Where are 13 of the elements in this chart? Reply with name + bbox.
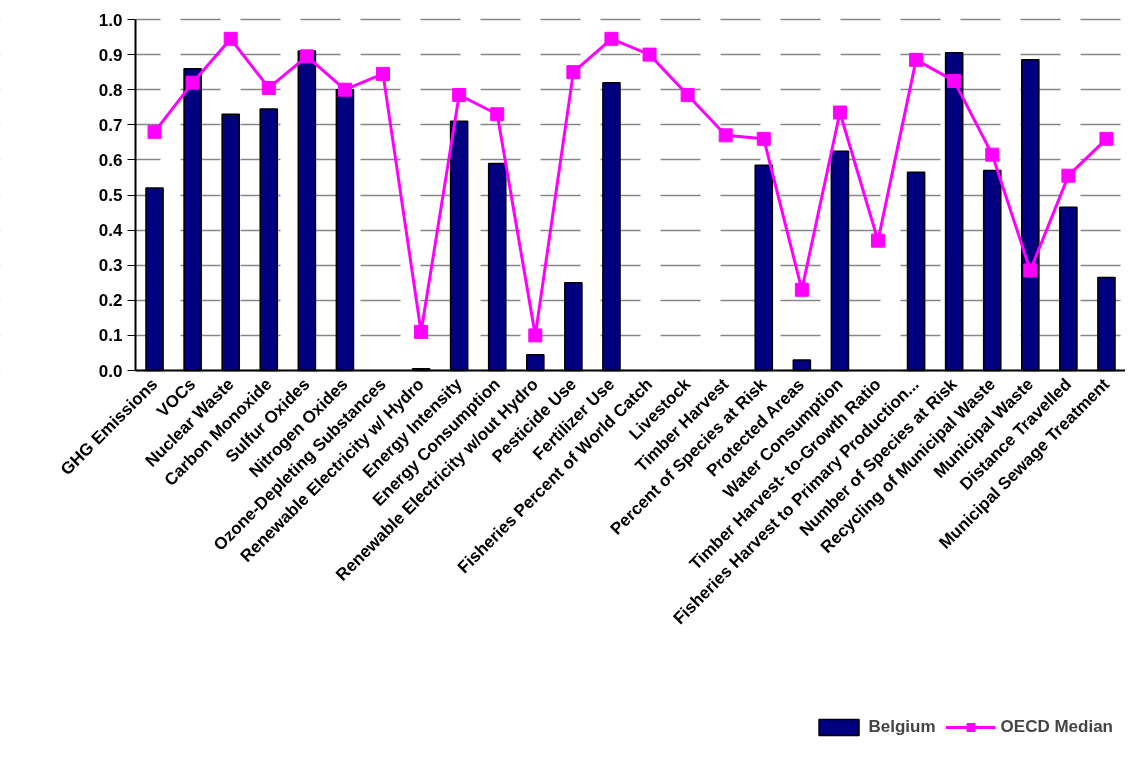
- y-tick-label: 0.2: [98, 291, 123, 311]
- legend-label: OECD Median: [1000, 717, 1113, 737]
- y-tick-label: 0.3: [98, 256, 123, 276]
- y-tick-label: 0.5: [98, 186, 123, 205]
- y-tick-label: 0.9: [98, 45, 123, 65]
- y-tick-label: 0.8: [98, 80, 123, 100]
- y-tick-label: 1.0: [98, 10, 123, 30]
- y-tick-label: 0.1: [98, 326, 123, 346]
- y-tick-label: 0.7: [98, 115, 123, 135]
- legend-label: Belgium: [868, 717, 936, 737]
- y-tick-label: 0.6: [98, 150, 123, 170]
- y-tick-label: 0.0: [98, 361, 123, 381]
- y-tick-label: 0.4: [98, 221, 124, 241]
